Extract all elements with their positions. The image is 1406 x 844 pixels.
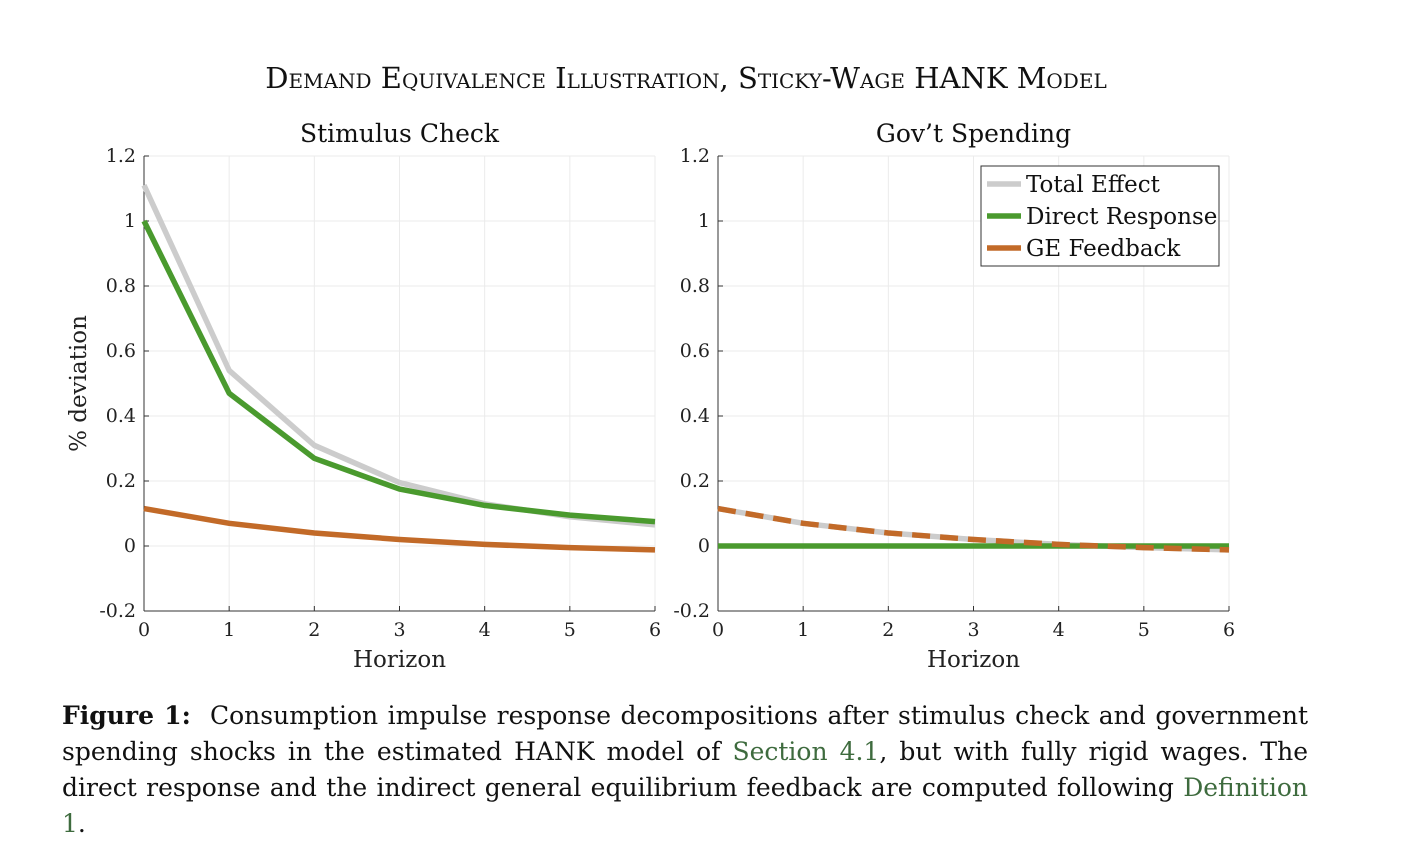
x-tick-label: 4 [479, 619, 491, 641]
x-tick-label: 3 [967, 619, 979, 641]
caption-text-2: , but with fully rigid wages. The direct… [62, 737, 1309, 802]
x-axis-label: Horizon [353, 647, 446, 673]
legend-label-direct-response: Direct Response [1026, 204, 1217, 230]
y-tick-label: 0.6 [680, 340, 710, 362]
series-line-ge-feedback [717, 505, 1230, 553]
section-link[interactable]: Section 4.1 [732, 737, 880, 766]
y-tick-label: 1 [124, 210, 136, 232]
x-tick-label: 5 [1138, 619, 1150, 641]
y-tick-label: 1.2 [106, 145, 136, 167]
y-tick-label: 1.2 [680, 145, 710, 167]
y-tick-label: -0.2 [673, 600, 710, 622]
x-tick-label: 5 [564, 619, 576, 641]
x-tick-label: 2 [882, 619, 894, 641]
x-tick-label: 1 [797, 619, 809, 641]
y-tick-label: 1 [698, 210, 710, 232]
figure: Demand Equivalence Illustration, Sticky-… [66, 61, 1235, 673]
x-axis-label: Horizon [927, 647, 1020, 673]
y-tick-label: 0.8 [106, 275, 136, 297]
figure-caption: Figure 1: Consumption impulse response d… [62, 698, 1308, 842]
x-tick-label: 4 [1053, 619, 1065, 641]
x-tick-label: 2 [308, 619, 320, 641]
y-tick-label: 0.6 [106, 340, 136, 362]
y-axis-label: % deviation [66, 315, 92, 452]
caption-label: Figure 1: [62, 701, 191, 730]
definition-link[interactable]: Definition 1 [62, 773, 1308, 838]
legend: Total Effect Direct Response GE Feedback [980, 165, 1220, 267]
legend-label-ge-feedback: GE Feedback [1026, 236, 1181, 262]
x-tick-label: 6 [649, 619, 661, 641]
y-tick-label: 0.8 [680, 275, 710, 297]
caption-text-1: Consumption impulse response decompositi… [62, 701, 1308, 766]
y-tick-label: 0 [698, 535, 710, 557]
chart-title: Stimulus Check [300, 119, 500, 148]
y-tick-label: 0 [124, 535, 136, 557]
series-line-ge-feedback [143, 505, 656, 553]
x-tick-label: 0 [138, 619, 150, 641]
y-tick-label: 0.2 [106, 470, 136, 492]
x-tick-label: 3 [393, 619, 405, 641]
series-line-direct-response [141, 219, 656, 525]
y-tick-label: 0.4 [106, 405, 136, 427]
chart-title: Gov’t Spending [876, 119, 1071, 148]
x-tick-label: 0 [712, 619, 724, 641]
x-tick-label: 1 [223, 619, 235, 641]
y-tick-label: -0.2 [99, 600, 136, 622]
y-tick-label: 0.4 [680, 405, 710, 427]
caption-text-3: . [77, 809, 86, 838]
y-tick-label: 0.2 [680, 470, 710, 492]
figure-title: Demand Equivalence Illustration, Sticky-… [265, 61, 1106, 95]
x-tick-label: 6 [1223, 619, 1235, 641]
legend-label-total-effect: Total Effect [1026, 172, 1161, 198]
